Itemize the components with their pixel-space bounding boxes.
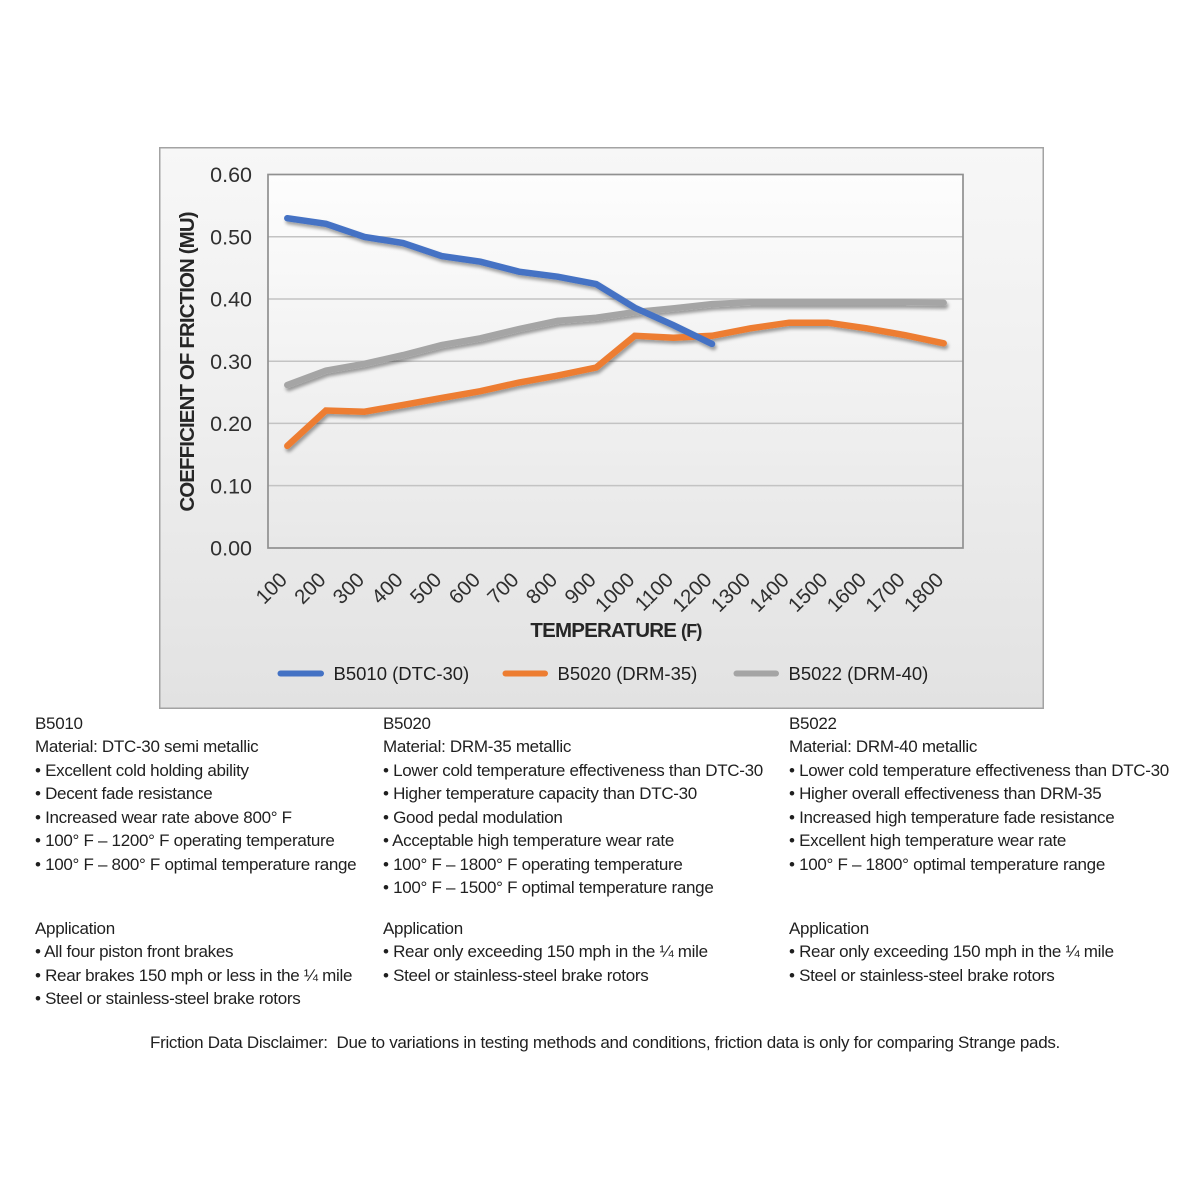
svg-text:0.40: 0.40 <box>210 288 252 312</box>
svg-text:0.60: 0.60 <box>210 163 252 187</box>
svg-text:B5020 (DRM-35): B5020 (DRM-35) <box>558 663 698 684</box>
svg-text:B5022 (DRM-40): B5022 (DRM-40) <box>789 663 929 684</box>
svg-text:COEFFICIENT OF FRICTION (MU): COEFFICIENT OF FRICTION (MU) <box>176 212 199 511</box>
svg-text:TEMPERATURE (F): TEMPERATURE (F) <box>530 619 702 642</box>
svg-text:0.30: 0.30 <box>210 350 252 374</box>
svg-text:0.10: 0.10 <box>210 474 252 498</box>
svg-text:0.50: 0.50 <box>210 225 252 249</box>
svg-text:0.20: 0.20 <box>210 412 252 436</box>
svg-text:0.00: 0.00 <box>210 537 252 561</box>
svg-text:B5010 (DTC-30): B5010 (DTC-30) <box>334 663 470 684</box>
